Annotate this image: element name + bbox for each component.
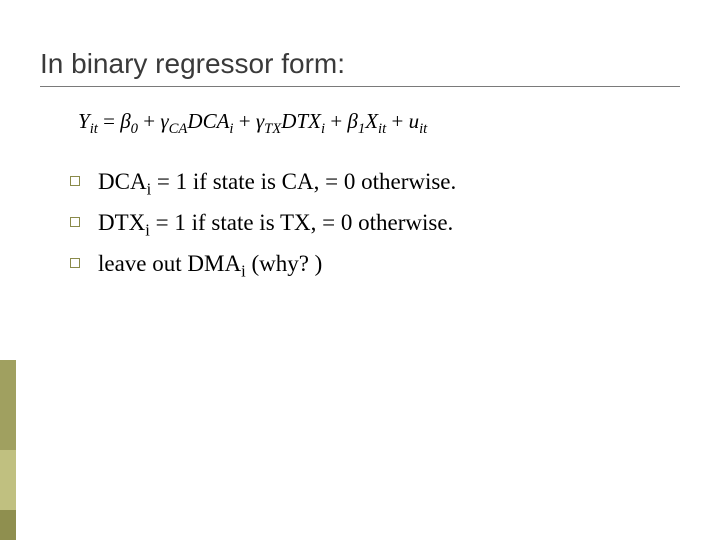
square-bullet-icon [70,176,80,186]
eq-t2-vsub: i [321,121,325,137]
side-accent-bar [0,360,16,540]
title-underline [40,86,680,87]
bullet-var: DMA [187,251,241,276]
eq-t2-coef: γ [256,109,264,133]
side-block-3 [0,510,16,540]
eq-t4-csub: it [419,121,427,137]
eq-t1-var: DCA [187,109,229,133]
eq-t3-vsub: it [378,121,386,137]
eq-t2-csub: TX [264,121,281,137]
eq-plus-4: + [391,109,408,133]
list-item: DCAi = 1 if state is CA, = 0 otherwise. [70,166,680,201]
side-block-2 [0,450,16,510]
eq-t4-coef: u [409,109,420,133]
square-bullet-icon [70,217,80,227]
eq-t0-coef: β [120,109,130,133]
eq-t1-coef: γ [160,109,168,133]
bullet-text: = 1 if state is TX, = 0 otherwise. [150,210,453,235]
eq-t0-csub: 0 [131,121,138,137]
bullet-text: = 1 if state is CA, = 0 otherwise. [151,169,456,194]
eq-t1-vsub: i [229,121,233,137]
regression-equation: Yit = β0 + γCADCAi + γTXDTXi + β1Xit + u… [78,109,680,138]
bullet-list: DCAi = 1 if state is CA, = 0 otherwise. … [70,166,680,283]
eq-equals: = [103,109,120,133]
eq-plus-1: + [143,109,160,133]
bullet-prefix: leave out [98,251,187,276]
eq-t3-coef: β [347,109,357,133]
list-item: leave out DMAi (why? ) [70,248,680,283]
slide-title: In binary regressor form: [40,48,680,80]
eq-lhs-sub: it [90,121,98,137]
side-block-1 [0,360,16,450]
eq-plus-3: + [330,109,347,133]
list-item: DTXi = 1 if state is TX, = 0 otherwise. [70,207,680,242]
eq-t1-csub: CA [169,121,188,137]
bullet-text: (why? ) [246,251,323,276]
eq-plus-2: + [239,109,256,133]
eq-lhs-var: Y [78,109,90,133]
slide: In binary regressor form: Yit = β0 + γCA… [0,0,720,540]
square-bullet-icon [70,258,80,268]
bullet-var: DCA [98,169,147,194]
eq-t3-var: X [365,109,378,133]
bullet-var: DTX [98,210,145,235]
eq-t2-var: DTX [281,109,321,133]
